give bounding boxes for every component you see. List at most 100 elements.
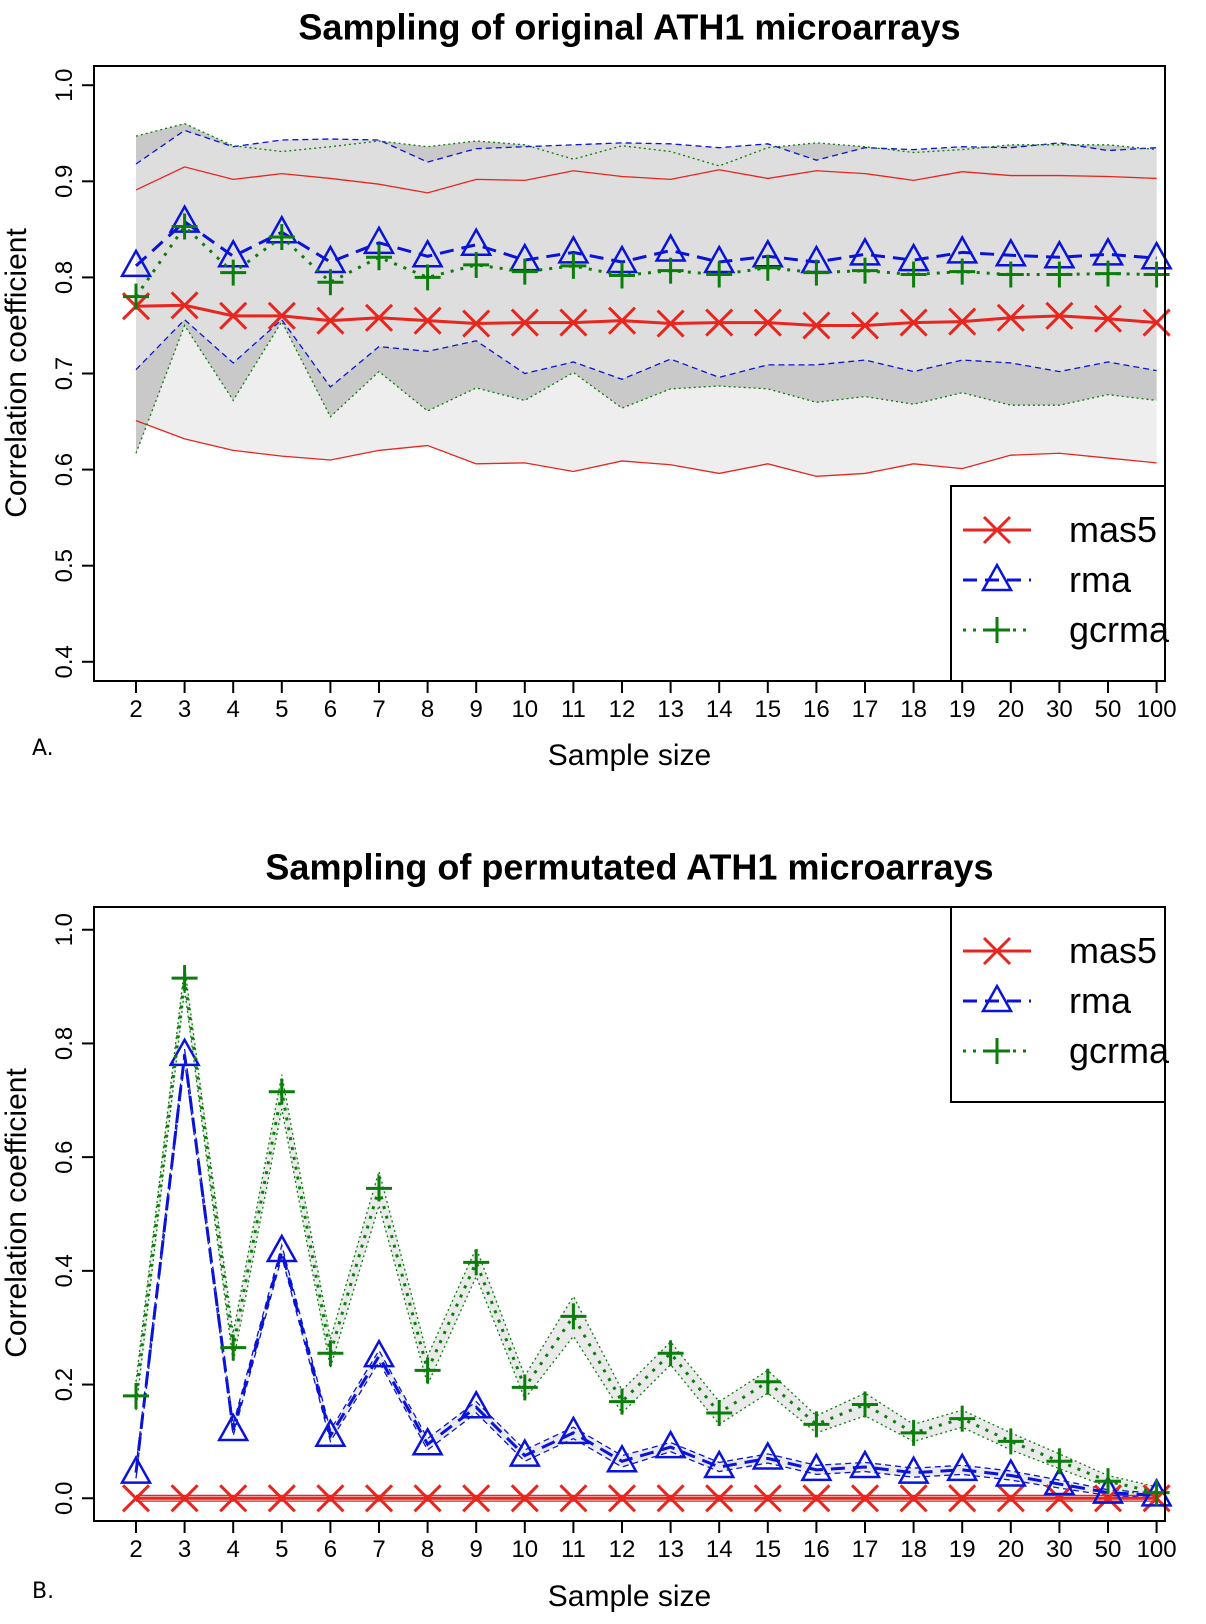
legend-marker-gcrma <box>984 617 1010 643</box>
x-tick-label: 14 <box>706 696 733 723</box>
point-gcrma-11 <box>560 1303 587 1330</box>
point-mas5-4 <box>219 1484 248 1513</box>
point-mas5-2 <box>121 1484 151 1513</box>
point-mas5-20-stroke <box>996 303 1025 332</box>
point-gcrma-13 <box>657 1340 684 1367</box>
x-tick-label: 8 <box>421 1536 434 1563</box>
point-mas5-19 <box>948 1484 977 1513</box>
point-mas5-16-stroke <box>802 1484 831 1513</box>
legend-label-rma: rma <box>1069 980 1132 1021</box>
point-mas5-12 <box>607 1484 637 1513</box>
panel-label: A. <box>32 736 54 761</box>
y-tick-label: 0.4 <box>51 645 78 678</box>
point-gcrma-5 <box>268 224 295 251</box>
y-tick-label: 0.4 <box>51 1254 78 1287</box>
point-gcrma-10 <box>511 1374 538 1401</box>
x-tick-label: 4 <box>227 1536 240 1563</box>
point-mas5-16-stroke <box>802 311 831 340</box>
point-gcrma-7 <box>366 244 392 271</box>
point-gcrma-3 <box>171 213 198 240</box>
x-tick-label: 16 <box>803 1536 830 1563</box>
point-mas5-50-stroke <box>1093 1484 1123 1513</box>
x-tick-label: 16 <box>803 696 830 723</box>
point-rma-7 <box>362 1338 396 1368</box>
point-mas5-30-stroke <box>1045 301 1074 330</box>
legend: mas5 rma gcrma <box>950 906 1170 1103</box>
series-rma-lower-line <box>135 318 1157 388</box>
point-gcrma-15 <box>754 254 781 281</box>
x-tick-label: 11 <box>561 1536 586 1563</box>
point-gcrma-18 <box>900 261 927 288</box>
series-rma-line <box>134 1054 1157 1497</box>
y-tick-label: 0.6 <box>51 1140 78 1173</box>
x-tick-label: 30 <box>1046 1536 1073 1563</box>
point-gcrma-20 <box>997 1428 1024 1455</box>
point-gcrma-6 <box>317 1340 344 1367</box>
x-tick-label: 15 <box>754 1536 781 1563</box>
point-mas5-8-stroke <box>413 1484 442 1513</box>
point-rma-8 <box>411 1426 444 1456</box>
x-tick-label: 10 <box>511 1536 538 1563</box>
x-tick-label: 3 <box>178 696 191 723</box>
point-mas5-16 <box>802 311 831 340</box>
point-rma-5 <box>265 1233 298 1263</box>
legend-marker-mas5 <box>982 515 1012 545</box>
series-mas5-upper-line <box>135 166 1157 194</box>
point-rma-14 <box>703 1449 736 1479</box>
legend-marker-mas5 <box>982 936 1012 966</box>
point-gcrma-6 <box>317 269 344 296</box>
point-mas5-12-stroke <box>607 306 637 335</box>
point-mas5-4 <box>219 301 248 330</box>
x-tick-label: 20 <box>997 696 1024 723</box>
point-mas5-13-stroke <box>656 1484 685 1513</box>
point-rma-11 <box>557 1415 590 1445</box>
point-mas5-14-stroke <box>705 1484 734 1513</box>
x-tick-label: 19 <box>949 1536 976 1563</box>
x-tick-label: 100 <box>1137 696 1177 723</box>
point-mas5-14 <box>705 1484 734 1513</box>
point-gcrma-13 <box>657 257 684 284</box>
point-rma-15 <box>751 1440 784 1470</box>
x-tick-label: 50 <box>1095 696 1122 723</box>
point-gcrma-9 <box>463 251 490 278</box>
legend-label-mas5: mas5 <box>1069 509 1157 550</box>
point-mas5-6 <box>316 306 345 335</box>
series-mas5-lower-line <box>135 419 1157 477</box>
point-rma-2 <box>119 1455 153 1484</box>
chart-panel-a: Sampling of original ATH1 microarrays 2 3 4… <box>0 7 1177 772</box>
x-tick-label: 9 <box>470 1536 483 1563</box>
point-mas5-10-stroke <box>510 1484 539 1513</box>
point-mas5-5-stroke <box>267 301 296 330</box>
legend-marker-gcrma <box>984 1038 1010 1064</box>
chart-title: Sampling of original ATH1 microarrays <box>298 7 960 48</box>
point-mas5-2-stroke <box>121 1484 151 1513</box>
point-gcrma-50 <box>1095 260 1121 287</box>
point-mas5-7 <box>364 1484 394 1513</box>
point-mas5-10 <box>510 308 539 337</box>
point-gcrma-3 <box>171 965 198 992</box>
point-mas5-20 <box>996 303 1025 332</box>
point-mas5-11 <box>559 1484 588 1513</box>
x-tick-label: 12 <box>609 1536 636 1563</box>
point-rma-19 <box>946 1452 979 1482</box>
x-tick-label: 4 <box>227 696 240 723</box>
series-gcrma-upper-line <box>135 122 1157 167</box>
plot-frame <box>93 906 1166 1522</box>
x-tick-label: 5 <box>275 696 288 723</box>
point-rma-13 <box>654 1429 687 1459</box>
point-mas5-19 <box>948 307 977 336</box>
point-gcrma-7 <box>366 1175 392 1202</box>
point-gcrma-8 <box>414 1357 441 1384</box>
point-mas5-6 <box>316 1484 345 1513</box>
x-tick-label: 9 <box>470 696 483 723</box>
point-mas5-11-stroke <box>559 308 588 337</box>
series-rma-upper-line <box>135 1049 1157 1494</box>
point-mas5-7-stroke <box>364 303 394 332</box>
legend-label-rma: rma <box>1069 559 1132 600</box>
point-mas5-9 <box>462 309 491 338</box>
legend-label-gcrma: gcrma <box>1069 1030 1170 1071</box>
x-tick-label: 8 <box>421 696 434 723</box>
point-mas5-9 <box>462 1484 491 1513</box>
y-tick-label: 0.6 <box>51 453 78 486</box>
x-tick-label: 6 <box>324 1536 337 1563</box>
